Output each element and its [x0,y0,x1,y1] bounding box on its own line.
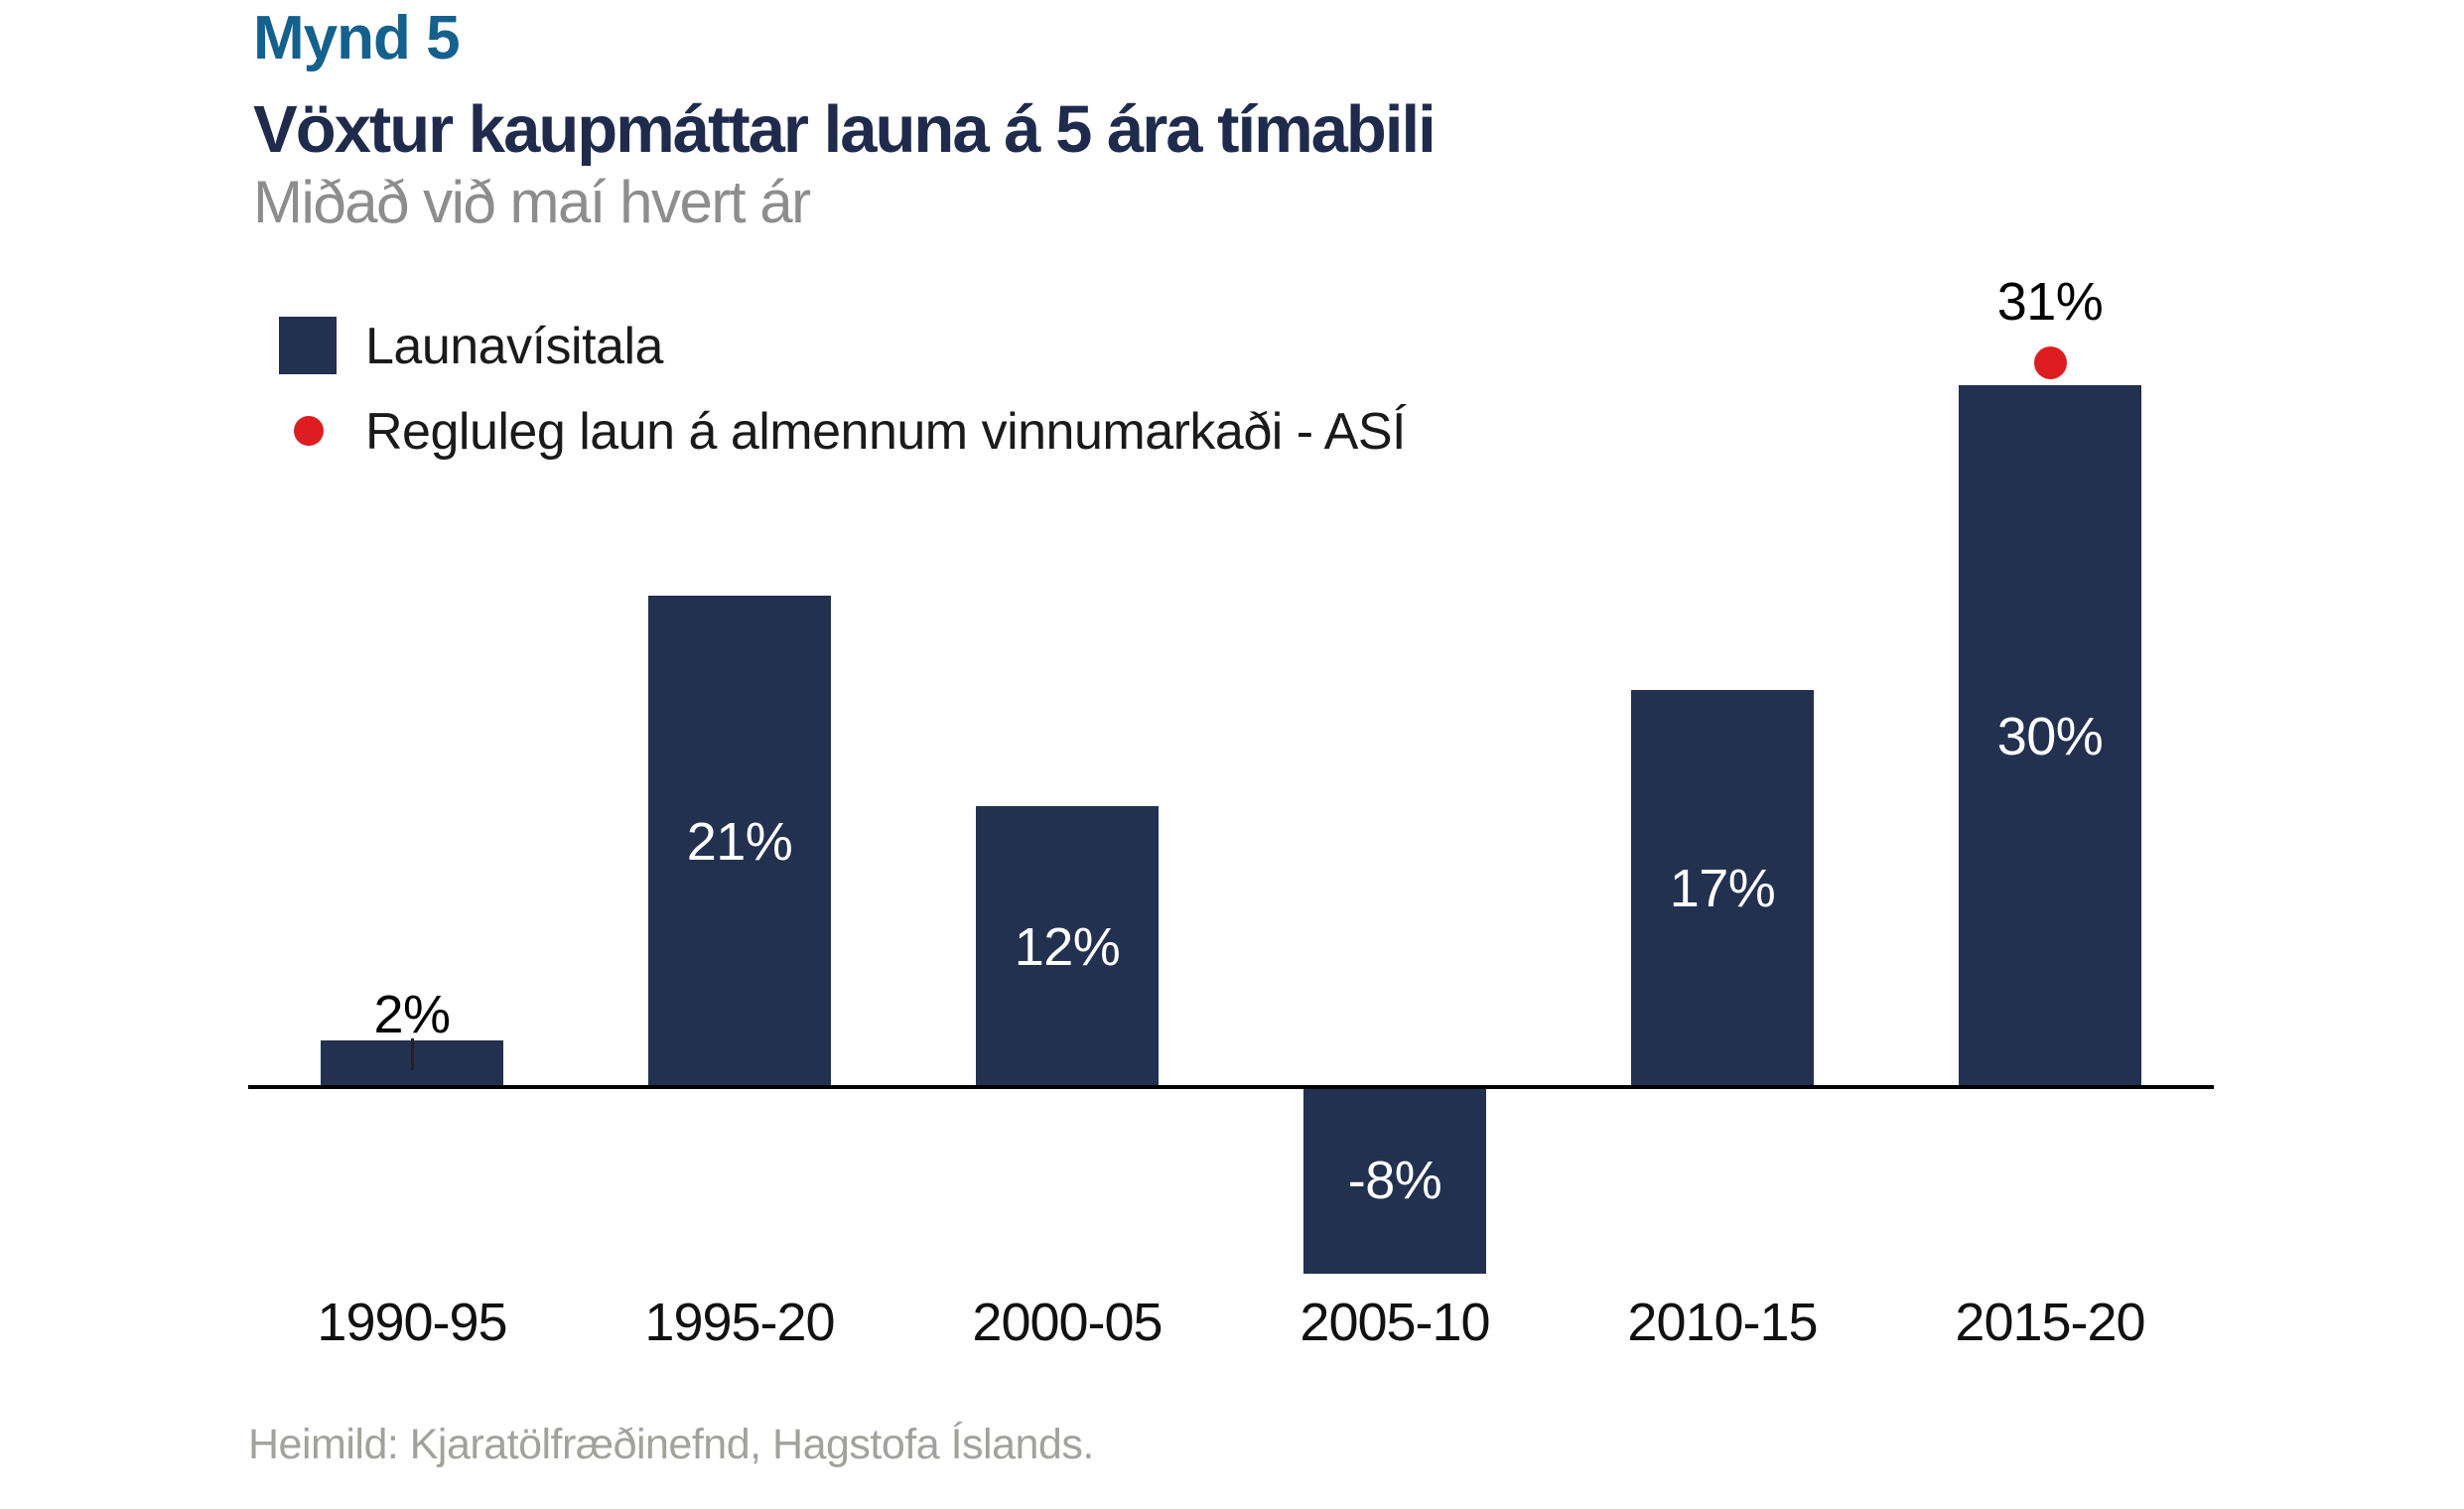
x-axis-label-2005-10: 2005-10 [1300,1293,1490,1352]
x-axis-label-2010-15: 2010-15 [1627,1293,1818,1352]
chart-title: Vöxtur kaupmáttar launa á 5 ára tímabili [253,92,1437,167]
x-axis-label-1995-20: 1995-20 [644,1293,835,1352]
figure-number: Mynd 5 [253,4,461,72]
point-marker [2034,346,2067,379]
bar-2010-15 [1631,690,1814,1087]
x-axis-label-1990-95: 1990-95 [317,1293,507,1352]
legend-bar-swatch [279,317,337,374]
x-axis-label-2015-20: 2015-20 [1955,1293,2145,1352]
legend-label-launavisitala: Launavísitala [365,318,663,375]
chart-subtitle: Miðað við maí hvert ár [253,169,811,235]
bar-1995-20 [648,596,831,1087]
bar-2015-20 [1959,385,2141,1087]
bar-value-label: 17% [1669,859,1776,918]
bar-value-label: 12% [1014,917,1121,977]
legend-point-swatch [294,416,324,446]
bar-value-label: 21% [686,812,793,872]
bar-value-label: 30% [1996,707,2104,766]
legend-label-regluleg-laun: Regluleg laun á almennum vinnumarkaði - … [365,403,1406,461]
x-axis-line [248,1085,2214,1089]
bar-2005-10 [1303,1087,1486,1274]
x-axis-label-2000-05: 2000-05 [972,1293,1163,1352]
bar-value-label: -8% [1347,1151,1442,1210]
label-leader-line [411,1038,414,1070]
bar-2000-05 [976,806,1159,1087]
point-value-label: 31% [1996,272,2104,332]
bar-value-label: 2% [373,985,451,1044]
source-note: Heimild: Kjaratölfræðinefnd, Hagstofa Ís… [248,1421,1094,1468]
